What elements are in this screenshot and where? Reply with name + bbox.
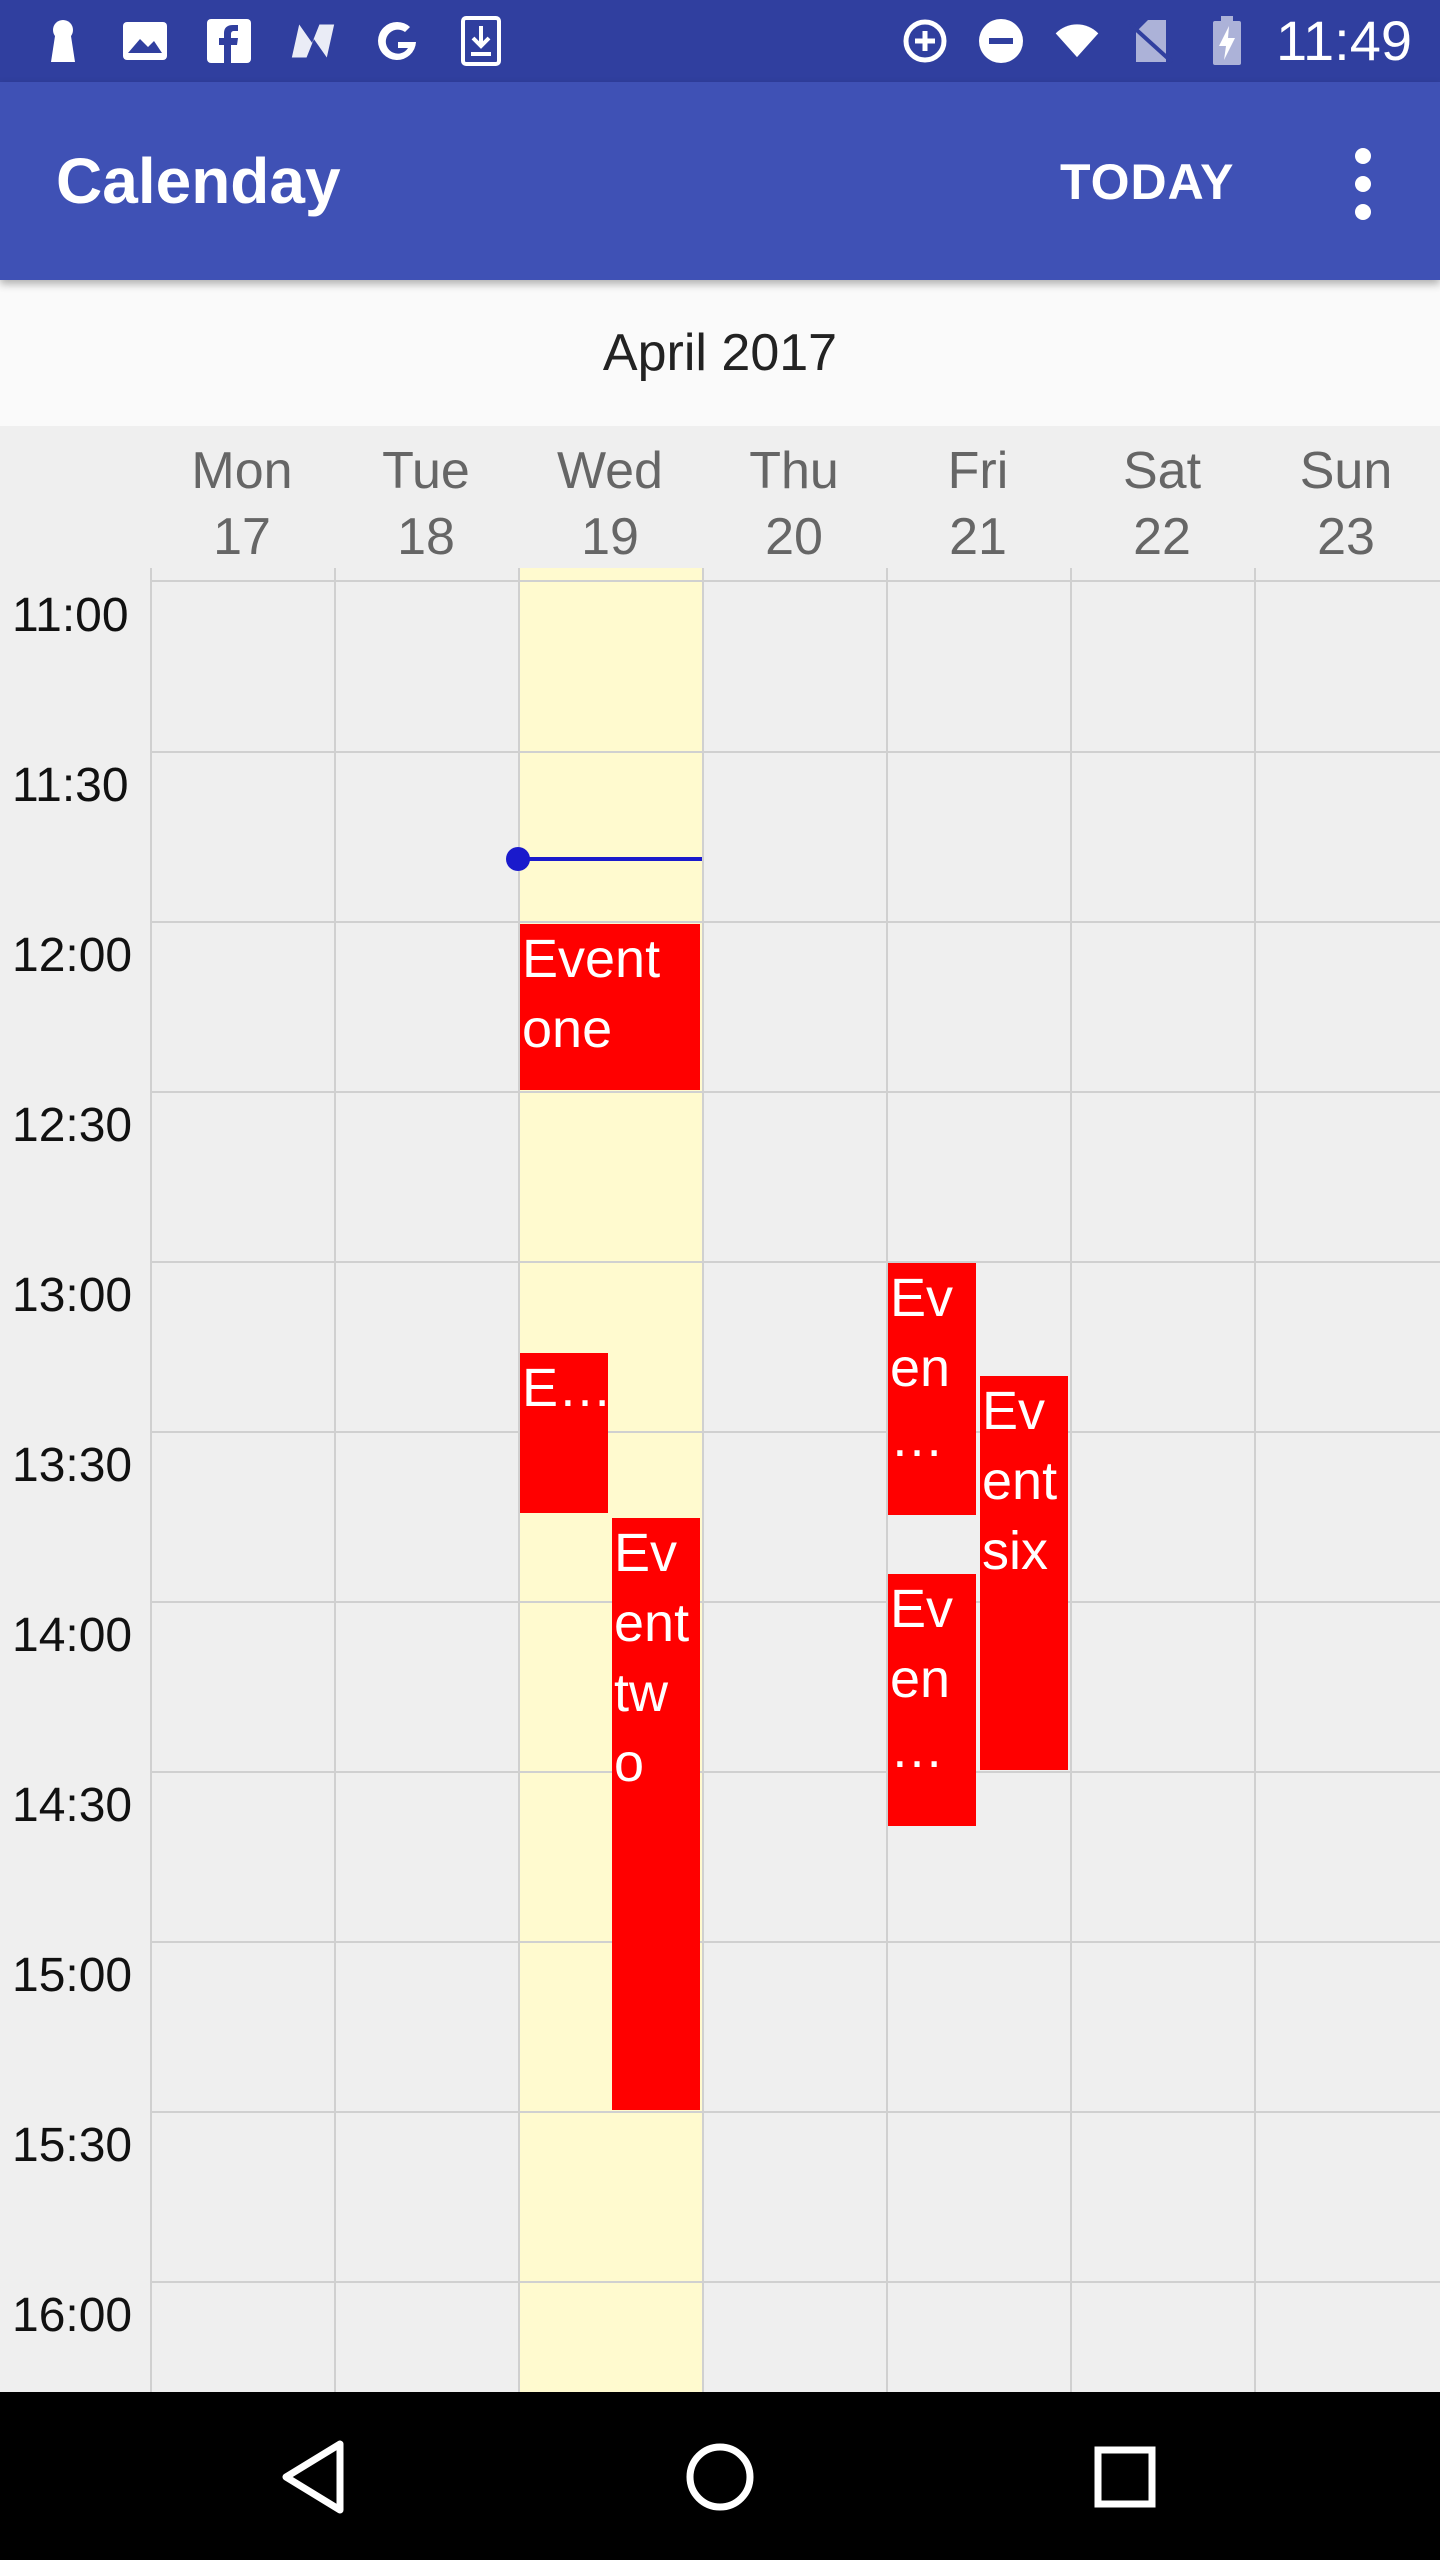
event-six[interactable]: Ev ent six bbox=[980, 1376, 1068, 1770]
day-number: 22 bbox=[1133, 508, 1191, 566]
grid-line bbox=[334, 568, 336, 2392]
day-name: Wed bbox=[557, 442, 663, 500]
day-name: Sat bbox=[1122, 442, 1202, 500]
n-logo-icon bbox=[290, 18, 336, 64]
day-number: 21 bbox=[949, 508, 1007, 566]
time-label: 15:30 bbox=[12, 2119, 133, 2172]
status-time: 11:49 bbox=[1276, 9, 1412, 72]
time-label: 11:30 bbox=[12, 759, 129, 812]
facebook-icon bbox=[206, 18, 252, 64]
time-label: 14:30 bbox=[12, 1779, 133, 1832]
time-label: 15:00 bbox=[12, 1949, 133, 2002]
day-number: 20 bbox=[765, 508, 823, 566]
home-icon[interactable] bbox=[675, 2432, 765, 2522]
grid-line bbox=[150, 580, 1440, 582]
day-number: 17 bbox=[213, 508, 271, 566]
day-name: Thu bbox=[749, 442, 839, 500]
week-grid[interactable]: 11:00 11:30 12:00 12:30 13:00 13:30 14:0… bbox=[0, 568, 1440, 2392]
day-name: Mon bbox=[191, 442, 293, 500]
day-number: 23 bbox=[1317, 508, 1375, 566]
grid-line bbox=[518, 568, 520, 2392]
event-one[interactable]: Event one bbox=[520, 924, 700, 1090]
time-label: 16:00 bbox=[12, 2289, 133, 2342]
day-number: 19 bbox=[581, 508, 639, 566]
time-label: 11:00 bbox=[12, 589, 129, 642]
no-sim-icon bbox=[1128, 18, 1174, 64]
grid-line bbox=[1254, 568, 1256, 2392]
day-header-thu[interactable]: Thu 20 bbox=[702, 438, 886, 570]
more-vert-icon[interactable] bbox=[1340, 148, 1386, 220]
status-bar: 11:49 bbox=[0, 0, 1440, 82]
grid-line bbox=[150, 2281, 1440, 2283]
day-header-sun[interactable]: Sun 23 bbox=[1254, 438, 1438, 570]
week-days-header: Mon 17 Tue 18 Wed 19 Thu 20 Fri 21 Sat 2… bbox=[0, 426, 1440, 568]
event-truncated[interactable]: E… bbox=[520, 1353, 608, 1513]
day-header-mon[interactable]: Mon 17 bbox=[150, 438, 334, 570]
grid-line bbox=[150, 1091, 1440, 1093]
current-time-line bbox=[518, 857, 702, 861]
image-icon bbox=[122, 18, 168, 64]
grid-line bbox=[150, 1941, 1440, 1943]
grid-line bbox=[150, 751, 1440, 753]
grid-line bbox=[886, 568, 888, 2392]
grid-line bbox=[150, 568, 152, 2392]
grid-line bbox=[150, 1431, 1440, 1433]
day-name: Tue bbox=[382, 442, 470, 500]
day-name: Fri bbox=[947, 442, 1009, 500]
time-label: 13:30 bbox=[12, 1439, 133, 1492]
day-header-tue[interactable]: Tue 18 bbox=[334, 438, 518, 570]
grid-line bbox=[150, 2111, 1440, 2113]
day-name: Sun bbox=[1299, 442, 1393, 500]
grid-line bbox=[150, 1771, 1440, 1773]
day-number: 18 bbox=[397, 508, 455, 566]
time-label: 13:00 bbox=[12, 1269, 133, 1322]
event-fri-upper[interactable]: Ev en … bbox=[888, 1263, 976, 1515]
current-time-dot bbox=[506, 847, 530, 871]
keyhole-icon bbox=[40, 18, 86, 64]
time-label: 14:00 bbox=[12, 1609, 133, 1662]
month-label: April 2017 bbox=[0, 280, 1440, 426]
event-two[interactable]: Ev ent tw o bbox=[612, 1518, 700, 2110]
event-fri-lower[interactable]: Ev en … bbox=[888, 1574, 976, 1826]
grid-line bbox=[150, 1261, 1440, 1263]
grid-line bbox=[1070, 568, 1072, 2392]
time-label: 12:00 bbox=[12, 929, 133, 982]
app-title: Calenday bbox=[56, 145, 341, 217]
download-icon bbox=[458, 16, 504, 66]
battery-charging-icon bbox=[1204, 16, 1250, 65]
grid-line bbox=[702, 568, 704, 2392]
data-saver-icon bbox=[902, 18, 948, 64]
back-icon[interactable] bbox=[270, 2432, 360, 2522]
today-button[interactable]: TODAY bbox=[1060, 154, 1235, 210]
google-icon bbox=[374, 18, 420, 64]
day-header-wed[interactable]: Wed 19 bbox=[518, 438, 702, 570]
app-bar: Calenday TODAY bbox=[0, 82, 1440, 280]
time-label: 12:30 bbox=[12, 1099, 133, 1152]
navigation-bar bbox=[0, 2392, 1440, 2560]
do-not-disturb-icon bbox=[978, 18, 1024, 64]
recents-icon[interactable] bbox=[1080, 2432, 1170, 2522]
day-header-fri[interactable]: Fri 21 bbox=[886, 438, 1070, 570]
grid-line bbox=[150, 1601, 1440, 1603]
grid-line bbox=[150, 921, 1440, 923]
wifi-icon bbox=[1054, 18, 1100, 64]
day-header-sat[interactable]: Sat 22 bbox=[1070, 438, 1254, 570]
